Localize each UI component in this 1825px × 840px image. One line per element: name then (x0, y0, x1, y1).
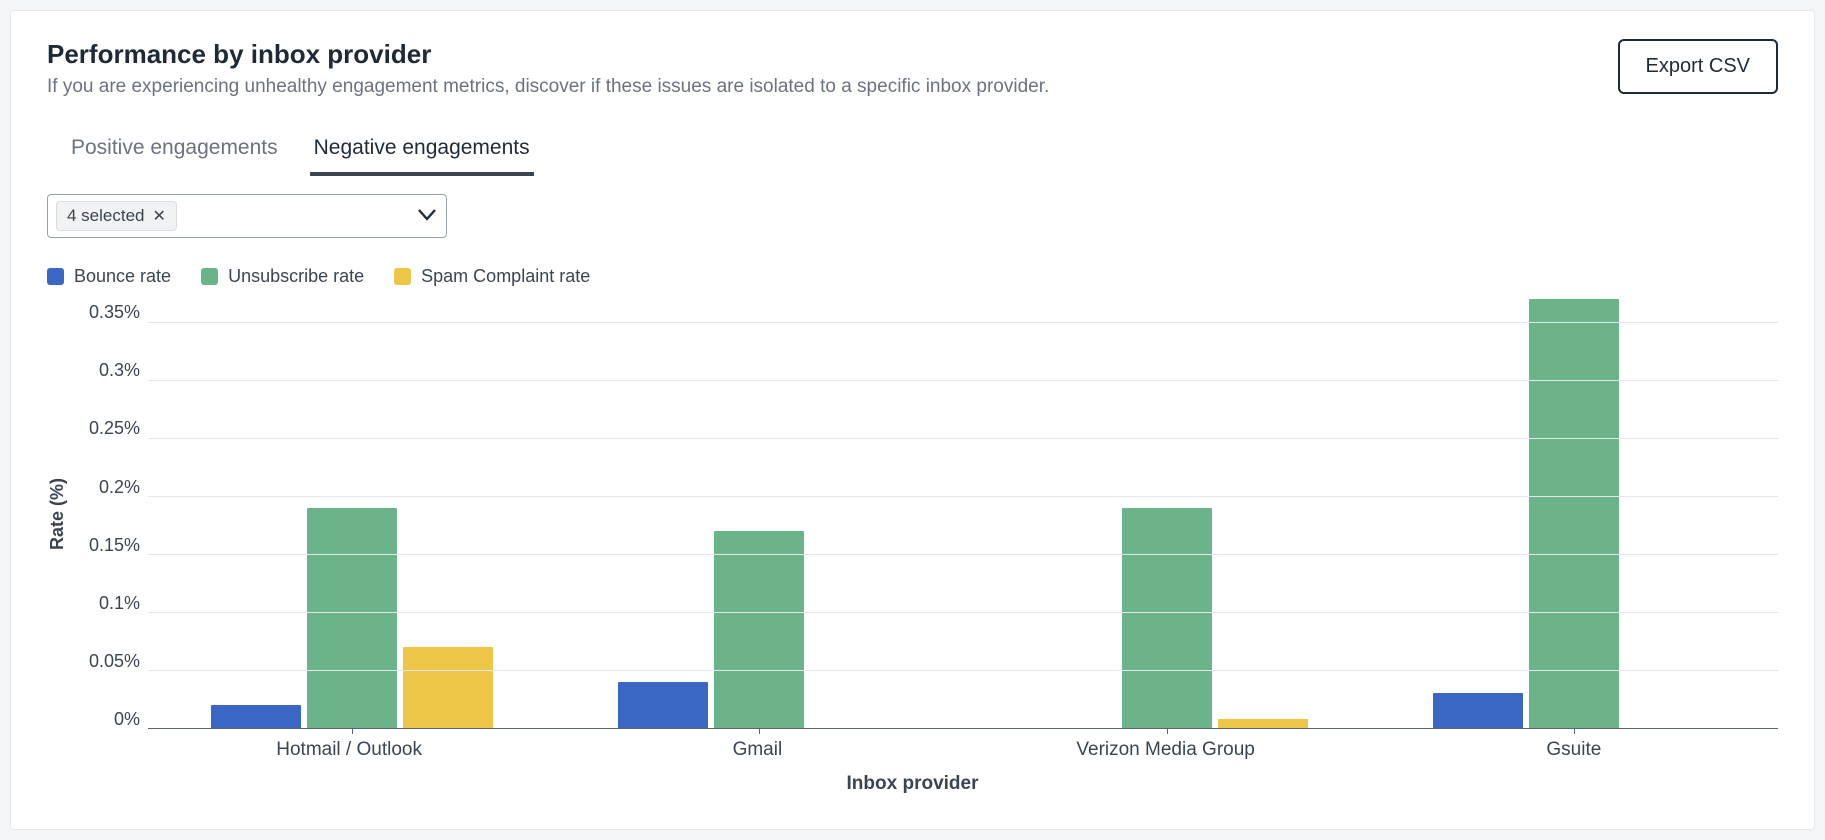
chart-area: Rate (%) 0.35%0.3%0.25%0.2%0.15%0.1%0.05… (47, 299, 1778, 729)
grid-line (148, 670, 1778, 671)
x-axis-label: Inbox provider (47, 773, 1778, 795)
bar-spam[interactable] (1218, 719, 1308, 728)
filter-chip-label: 4 selected (67, 206, 145, 226)
legend-item[interactable]: Bounce rate (47, 266, 171, 287)
performance-card: Performance by inbox provider If you are… (10, 10, 1815, 830)
x-category-label: Gsuite (1370, 739, 1778, 761)
tab-negative-engagements[interactable]: Negative engagements (310, 128, 534, 176)
bar-unsubscribe[interactable] (1529, 299, 1619, 728)
y-axis-label: Rate (%) (47, 478, 68, 550)
bar-spam[interactable] (403, 647, 493, 728)
card-subtitle: If you are experiencing unhealthy engage… (47, 76, 1049, 98)
tab-positive-engagements[interactable]: Positive engagements (67, 128, 282, 176)
legend-label: Bounce rate (74, 266, 171, 287)
x-tickmark (759, 728, 760, 734)
legend-item[interactable]: Unsubscribe rate (201, 266, 364, 287)
y-axis-ticks: 0.35%0.3%0.25%0.2%0.15%0.1%0.05%0% (74, 299, 148, 729)
x-category-label: Verizon Media Group (962, 739, 1370, 761)
bar-groups (148, 299, 1778, 728)
bar-bounce[interactable] (211, 705, 301, 728)
grid-line (148, 496, 1778, 497)
bar-group (148, 299, 556, 728)
export-csv-button[interactable]: Export CSV (1618, 39, 1778, 94)
legend-item[interactable]: Spam Complaint rate (394, 266, 590, 287)
grid-line (148, 554, 1778, 555)
bar-group (963, 299, 1371, 728)
legend-label: Spam Complaint rate (421, 266, 590, 287)
legend-swatch (201, 268, 218, 285)
legend-swatch (47, 268, 64, 285)
bar-unsubscribe[interactable] (307, 508, 397, 728)
chevron-down-icon (418, 208, 436, 224)
card-title: Performance by inbox provider (47, 39, 1049, 70)
x-category-label: Gmail (553, 739, 961, 761)
bar-bounce[interactable] (1433, 693, 1523, 728)
close-icon[interactable]: ✕ (153, 206, 166, 226)
grid-line (148, 322, 1778, 323)
grid-line (148, 380, 1778, 381)
x-tickmark (1574, 728, 1575, 734)
bar-unsubscribe[interactable] (1122, 508, 1212, 728)
bar-group (556, 299, 964, 728)
bar-bounce[interactable] (618, 682, 708, 728)
header-row: Performance by inbox provider If you are… (47, 39, 1778, 118)
x-axis-labels: Hotmail / OutlookGmailVerizon Media Grou… (145, 739, 1778, 761)
bar-unsubscribe[interactable] (714, 531, 804, 728)
x-tickmark (352, 728, 353, 734)
legend-swatch (394, 268, 411, 285)
grid-line (148, 612, 1778, 613)
legend-label: Unsubscribe rate (228, 266, 364, 287)
filter-chip: 4 selected ✕ (56, 201, 177, 231)
header-text-block: Performance by inbox provider If you are… (47, 39, 1049, 118)
x-category-label: Hotmail / Outlook (145, 739, 553, 761)
provider-filter-select[interactable]: 4 selected ✕ (47, 194, 447, 238)
tabs: Positive engagements Negative engagement… (47, 128, 1778, 176)
chart-legend: Bounce rate Unsubscribe rate Spam Complain… (47, 266, 1778, 287)
grid-line (148, 438, 1778, 439)
chart-plot (148, 299, 1778, 729)
bar-group (1371, 299, 1779, 728)
x-tickmark (1167, 728, 1168, 734)
